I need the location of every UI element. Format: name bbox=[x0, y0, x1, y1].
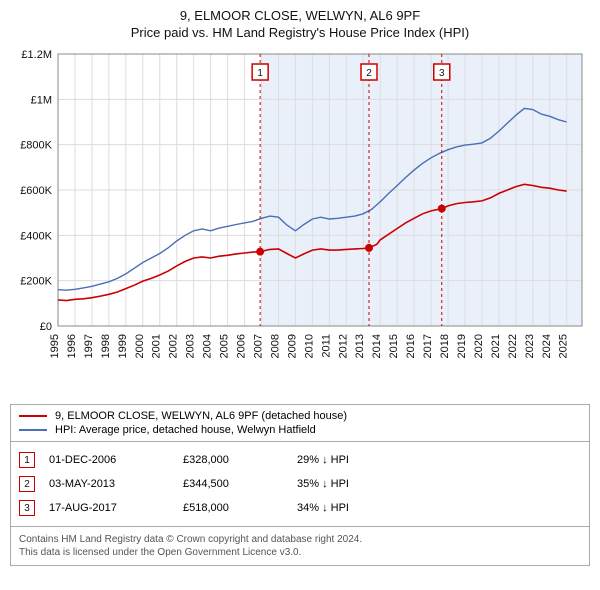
transaction-date: 17-AUG-2017 bbox=[49, 502, 169, 514]
legend-swatch bbox=[19, 415, 47, 417]
transaction-price: £344,500 bbox=[183, 478, 283, 490]
transactions-table: 1 01-DEC-2006 £328,000 29% ↓ HPI 2 03-MAY-201… bbox=[10, 442, 590, 527]
svg-text:£200K: £200K bbox=[20, 276, 52, 288]
transaction-price: £328,000 bbox=[183, 454, 283, 466]
svg-text:2019: 2019 bbox=[456, 334, 468, 358]
svg-text:£400K: £400K bbox=[20, 230, 52, 242]
svg-text:1999: 1999 bbox=[117, 334, 129, 358]
svg-text:2006: 2006 bbox=[236, 334, 248, 358]
svg-text:2021: 2021 bbox=[490, 334, 502, 358]
svg-text:2004: 2004 bbox=[202, 334, 214, 358]
svg-text:2003: 2003 bbox=[185, 334, 197, 358]
svg-text:£1.2M: £1.2M bbox=[21, 49, 52, 61]
legend-swatch bbox=[19, 429, 47, 431]
legend-label: 9, ELMOOR CLOSE, WELWYN, AL6 9PF (detach… bbox=[55, 410, 347, 422]
svg-text:2025: 2025 bbox=[558, 334, 570, 358]
chart: £0 £200K £400K £600K £800K £1M £1.2M 1995 1996 19… bbox=[10, 46, 590, 396]
svg-text:2008: 2008 bbox=[269, 334, 281, 358]
transaction-delta: 34% ↓ HPI bbox=[297, 502, 397, 514]
transaction-price: £518,000 bbox=[183, 502, 283, 514]
svg-text:2022: 2022 bbox=[507, 334, 519, 358]
legend-row: 9, ELMOOR CLOSE, WELWYN, AL6 9PF (detach… bbox=[19, 409, 581, 423]
svg-text:2001: 2001 bbox=[151, 334, 163, 358]
svg-text:2015: 2015 bbox=[388, 334, 400, 358]
svg-text:£800K: £800K bbox=[20, 140, 52, 152]
svg-text:1996: 1996 bbox=[66, 334, 78, 358]
svg-text:2005: 2005 bbox=[219, 334, 231, 358]
svg-text:2018: 2018 bbox=[439, 334, 451, 358]
chart-svg: £0 £200K £400K £600K £800K £1M £1.2M 1995 1996 19… bbox=[10, 46, 590, 396]
footer-line: This data is licensed under the Open Gov… bbox=[19, 546, 581, 559]
transaction-date: 01-DEC-2006 bbox=[49, 454, 169, 466]
transaction-row: 2 03-MAY-2013 £344,500 35% ↓ HPI bbox=[19, 472, 581, 496]
svg-text:2: 2 bbox=[366, 68, 372, 79]
svg-text:£0: £0 bbox=[40, 321, 52, 333]
svg-text:1998: 1998 bbox=[100, 334, 112, 358]
transaction-marker: 1 bbox=[19, 452, 35, 468]
svg-text:1997: 1997 bbox=[83, 334, 95, 358]
legend-row: HPI: Average price, detached house, Welw… bbox=[19, 423, 581, 437]
svg-text:£600K: £600K bbox=[20, 185, 52, 197]
svg-text:2023: 2023 bbox=[524, 334, 536, 358]
svg-text:2007: 2007 bbox=[252, 334, 264, 358]
svg-text:2000: 2000 bbox=[134, 334, 146, 358]
svg-text:2014: 2014 bbox=[371, 334, 383, 358]
svg-text:2024: 2024 bbox=[541, 334, 553, 358]
svg-text:1: 1 bbox=[257, 68, 263, 79]
svg-text:2010: 2010 bbox=[303, 334, 315, 358]
transaction-row: 1 01-DEC-2006 £328,000 29% ↓ HPI bbox=[19, 448, 581, 472]
transaction-delta: 35% ↓ HPI bbox=[297, 478, 397, 490]
svg-text:£1M: £1M bbox=[31, 94, 52, 106]
footer-line: Contains HM Land Registry data © Crown c… bbox=[19, 533, 581, 546]
legend-label: HPI: Average price, detached house, Welw… bbox=[55, 424, 316, 436]
transaction-delta: 29% ↓ HPI bbox=[297, 454, 397, 466]
svg-text:2009: 2009 bbox=[286, 334, 298, 358]
transaction-date: 03-MAY-2013 bbox=[49, 478, 169, 490]
transaction-marker: 2 bbox=[19, 476, 35, 492]
chart-container: 9, ELMOOR CLOSE, WELWYN, AL6 9PF Price p… bbox=[0, 0, 600, 576]
transaction-marker: 3 bbox=[19, 500, 35, 516]
svg-text:1995: 1995 bbox=[49, 334, 61, 358]
footer-attribution: Contains HM Land Registry data © Crown c… bbox=[10, 527, 590, 566]
legend: 9, ELMOOR CLOSE, WELWYN, AL6 9PF (detach… bbox=[10, 404, 590, 442]
transaction-row: 3 17-AUG-2017 £518,000 34% ↓ HPI bbox=[19, 496, 581, 520]
title-address: 9, ELMOOR CLOSE, WELWYN, AL6 9PF bbox=[10, 8, 590, 23]
svg-text:3: 3 bbox=[439, 68, 445, 79]
svg-text:2017: 2017 bbox=[422, 334, 434, 358]
svg-text:2012: 2012 bbox=[337, 334, 349, 358]
svg-text:2013: 2013 bbox=[354, 334, 366, 358]
svg-text:2020: 2020 bbox=[473, 334, 485, 358]
title-subtitle: Price paid vs. HM Land Registry's House … bbox=[10, 25, 590, 40]
svg-text:2016: 2016 bbox=[405, 334, 417, 358]
svg-text:2011: 2011 bbox=[320, 334, 332, 358]
svg-text:2002: 2002 bbox=[168, 334, 180, 358]
